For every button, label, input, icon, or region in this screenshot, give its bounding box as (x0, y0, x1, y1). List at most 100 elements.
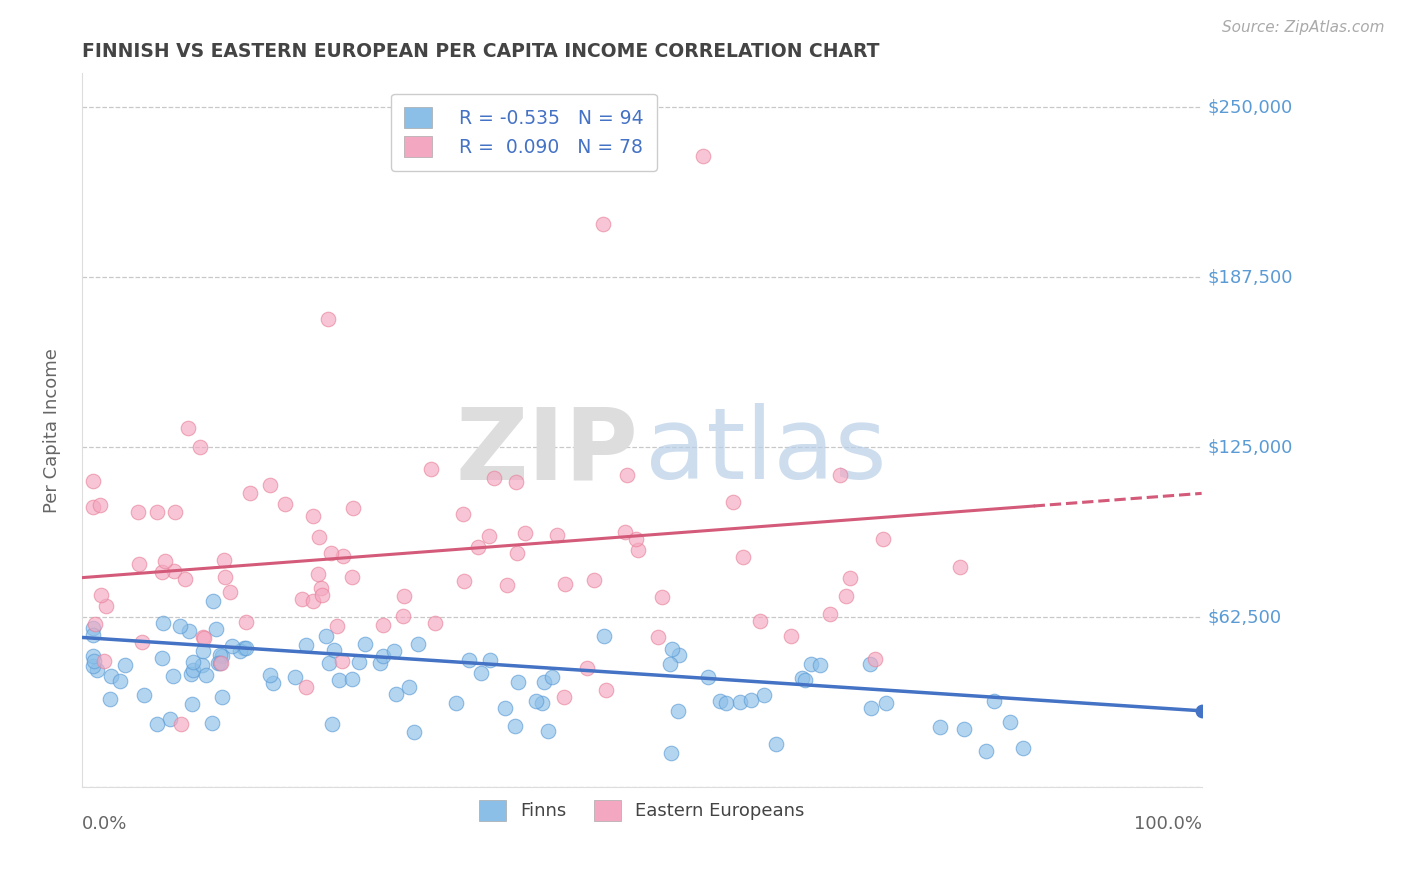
Point (315, 629, 337, 643)
Point (384, 687, 406, 701)
Point (524, 694, 547, 708)
Point (347, 655, 370, 669)
Point (402, 724, 425, 739)
Point (876, 697, 898, 711)
Point (626, 543, 648, 558)
Point (307, 566, 329, 581)
Point (202, 593, 225, 607)
Point (259, 478, 281, 492)
Point (284, 670, 307, 684)
Point (82, 648, 104, 663)
Point (330, 654, 353, 668)
Point (554, 577, 576, 591)
Point (733, 550, 755, 565)
Point (728, 695, 751, 709)
Point (859, 657, 882, 671)
Point (467, 541, 489, 555)
Point (398, 680, 420, 694)
Point (82, 658, 104, 673)
Point (371, 618, 394, 632)
Point (494, 701, 516, 715)
Point (150, 651, 173, 665)
Point (179, 624, 201, 639)
Point (93, 655, 115, 669)
Point (235, 615, 257, 629)
Point (576, 661, 599, 675)
Point (830, 467, 852, 482)
Point (318, 657, 340, 671)
Point (371, 648, 394, 663)
Point (583, 573, 606, 587)
Point (592, 217, 614, 231)
Point (446, 696, 468, 710)
Point (193, 631, 215, 645)
Point (790, 671, 813, 685)
Point (181, 663, 204, 677)
Point (127, 505, 149, 519)
Point (368, 657, 391, 671)
Point (740, 692, 762, 706)
Point (765, 737, 787, 751)
Point (478, 529, 501, 543)
Point (458, 653, 481, 667)
Point (697, 670, 720, 684)
Point (658, 657, 681, 671)
Text: Source: ZipAtlas.com: Source: ZipAtlas.com (1222, 20, 1385, 35)
Point (214, 570, 236, 584)
Point (209, 648, 232, 663)
Point (661, 746, 683, 760)
Point (219, 585, 242, 599)
Point (834, 589, 856, 603)
Text: $62,500: $62,500 (1208, 608, 1281, 626)
Point (818, 607, 841, 622)
Point (392, 589, 415, 603)
Point (82, 475, 104, 489)
Point (865, 652, 887, 666)
Point (294, 680, 316, 694)
Point (83, 616, 105, 631)
Point (752, 688, 775, 702)
Point (181, 698, 204, 712)
Point (209, 656, 232, 670)
Point (382, 644, 405, 658)
Point (692, 149, 714, 163)
Point (152, 616, 174, 631)
Point (453, 574, 475, 588)
Point (211, 690, 233, 704)
Point (259, 668, 281, 682)
Point (647, 630, 669, 644)
Point (321, 717, 343, 731)
Point (200, 716, 222, 731)
Point (495, 578, 517, 592)
Point (131, 634, 153, 648)
Point (478, 653, 501, 667)
Point (114, 657, 136, 672)
Point (302, 594, 325, 608)
Point (508, 675, 530, 690)
Point (420, 462, 443, 476)
Text: FINNISH VS EASTERN EUROPEAN PER CAPITA INCOME CORRELATION CHART: FINNISH VS EASTERN EUROPEAN PER CAPITA I… (82, 42, 880, 61)
Point (150, 565, 173, 579)
Point (316, 312, 339, 326)
Point (169, 619, 191, 633)
Point (1191, 704, 1213, 718)
Point (195, 667, 218, 681)
Point (651, 590, 673, 604)
Point (311, 588, 333, 602)
Point (533, 675, 555, 690)
Point (170, 716, 193, 731)
Point (536, 723, 558, 738)
Point (221, 639, 243, 653)
Point (290, 592, 312, 607)
Point (86, 664, 108, 678)
Text: ZIP: ZIP (456, 403, 638, 500)
Point (191, 630, 214, 644)
Point (406, 637, 429, 651)
Point (165, 505, 187, 519)
Point (145, 717, 167, 731)
Point (193, 644, 215, 658)
Point (108, 674, 131, 689)
Point (948, 560, 970, 574)
Point (505, 475, 527, 489)
Point (470, 665, 492, 680)
